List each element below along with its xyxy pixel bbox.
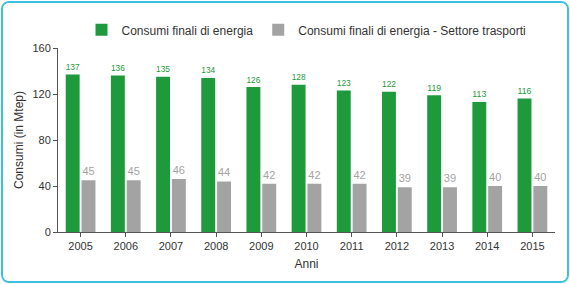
svg-text:40: 40 <box>489 171 501 183</box>
svg-text:2006: 2006 <box>114 240 138 252</box>
svg-text:2009: 2009 <box>249 240 273 252</box>
svg-text:Consumi (in Mtep): Consumi (in Mtep) <box>12 91 26 189</box>
svg-text:Consumi finali di energia: Consumi finali di energia <box>122 24 254 38</box>
svg-text:80: 80 <box>39 134 51 146</box>
svg-text:Consumi finali di energia - Se: Consumi finali di energia - Settore tras… <box>298 24 525 38</box>
svg-text:39: 39 <box>399 172 411 184</box>
svg-text:134: 134 <box>201 65 215 75</box>
svg-text:160: 160 <box>32 42 50 54</box>
svg-text:2007: 2007 <box>159 240 183 252</box>
svg-text:42: 42 <box>308 169 320 181</box>
svg-text:Anni: Anni <box>294 257 318 271</box>
svg-text:126: 126 <box>246 75 260 85</box>
svg-text:122: 122 <box>382 79 396 89</box>
svg-text:136: 136 <box>111 63 125 73</box>
svg-text:120: 120 <box>32 88 50 100</box>
svg-text:44: 44 <box>218 166 230 178</box>
svg-text:2014: 2014 <box>475 240 499 252</box>
svg-text:2012: 2012 <box>385 240 409 252</box>
svg-text:2015: 2015 <box>520 240 544 252</box>
svg-text:135: 135 <box>156 64 170 74</box>
svg-text:39: 39 <box>444 172 456 184</box>
svg-text:45: 45 <box>82 165 94 177</box>
svg-text:45: 45 <box>128 165 140 177</box>
svg-text:46: 46 <box>173 164 185 176</box>
svg-text:40: 40 <box>534 171 546 183</box>
svg-text:128: 128 <box>292 72 306 82</box>
svg-text:2010: 2010 <box>294 240 318 252</box>
svg-text:2013: 2013 <box>430 240 454 252</box>
svg-text:0: 0 <box>45 226 51 238</box>
svg-text:2005: 2005 <box>68 240 92 252</box>
svg-text:119: 119 <box>427 83 441 93</box>
svg-text:42: 42 <box>353 169 365 181</box>
svg-text:113: 113 <box>472 89 486 99</box>
svg-text:137: 137 <box>66 62 80 72</box>
svg-text:42: 42 <box>263 169 275 181</box>
svg-text:2011: 2011 <box>340 240 364 252</box>
svg-text:40: 40 <box>39 180 51 192</box>
svg-text:123: 123 <box>337 78 351 88</box>
svg-text:2008: 2008 <box>204 240 228 252</box>
svg-text:116: 116 <box>518 86 532 96</box>
